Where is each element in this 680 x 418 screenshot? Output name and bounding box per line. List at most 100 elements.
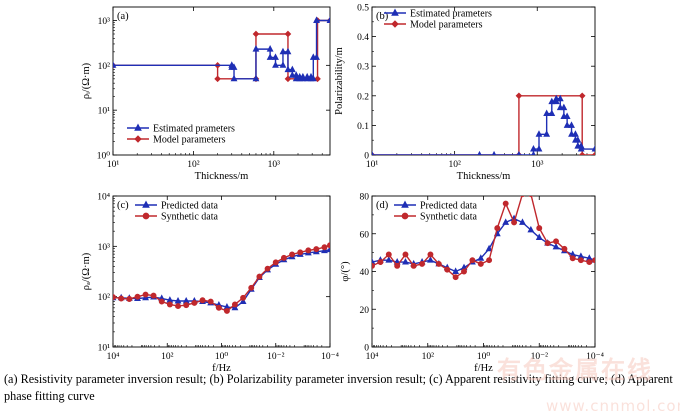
marker-circle bbox=[477, 260, 484, 267]
y-axis-label: Polarizability/m bbox=[334, 47, 345, 115]
y-axis-label: φ/(°) bbox=[340, 261, 351, 282]
marker-triangle bbox=[401, 200, 409, 208]
y-tick-label: 10⁰ bbox=[97, 152, 111, 162]
marker-circle bbox=[231, 301, 238, 308]
y-tick-label: 80 bbox=[360, 193, 370, 203]
marker-triangle bbox=[166, 296, 174, 303]
y-tick-label: 10⁴ bbox=[97, 193, 111, 203]
legend-label: Synthetic data bbox=[161, 212, 218, 223]
y-tick-label: 0.5 bbox=[357, 4, 369, 14]
marker-triangle bbox=[477, 150, 482, 155]
x-tick-label: 10⁻⁴ bbox=[586, 352, 605, 362]
series-group bbox=[372, 92, 595, 155]
marker-circle bbox=[297, 249, 304, 256]
marker-circle bbox=[586, 259, 593, 266]
marker-triangle bbox=[556, 94, 564, 102]
marker-circle bbox=[553, 238, 560, 245]
y-tick-label: 20 bbox=[360, 306, 370, 316]
series-line-1 bbox=[113, 19, 330, 80]
x-tick-label: 10⁴ bbox=[366, 352, 380, 362]
series-group bbox=[113, 242, 330, 314]
marker-diamond bbox=[591, 151, 595, 155]
marker-diamond bbox=[284, 30, 292, 38]
marker-triangle bbox=[326, 16, 330, 23]
plot-frame bbox=[371, 6, 596, 156]
marker-circle bbox=[207, 298, 214, 305]
marker-triangle bbox=[452, 267, 460, 274]
y-tick-label: 0.2 bbox=[357, 92, 369, 102]
marker-triangle bbox=[552, 94, 560, 102]
y-tick-label: 10³ bbox=[98, 17, 111, 27]
legend-label: Predicted data bbox=[161, 201, 218, 212]
marker-circle bbox=[394, 262, 401, 269]
marker-circle bbox=[435, 260, 442, 267]
marker-diamond bbox=[578, 92, 586, 100]
marker-circle bbox=[256, 273, 263, 280]
x-tick-label: 10⁻² bbox=[267, 352, 285, 362]
legend-label: Model parameters bbox=[410, 20, 483, 31]
marker-triangle bbox=[391, 8, 399, 16]
y-tick-label: 10² bbox=[98, 62, 111, 72]
series-line-1 bbox=[372, 196, 595, 279]
y-tick-label: 60 bbox=[360, 230, 370, 240]
marker-circle bbox=[158, 298, 165, 305]
panel-label: (d) bbox=[376, 200, 389, 211]
marker-triangle bbox=[535, 233, 543, 240]
marker-circle bbox=[289, 251, 296, 258]
x-tick-label: 10³ bbox=[531, 160, 544, 170]
y-tick-label: 0 bbox=[364, 152, 369, 162]
marker-triangle bbox=[284, 47, 292, 55]
marker-circle bbox=[175, 303, 182, 310]
marker-triangle bbox=[568, 121, 575, 128]
marker-triangle bbox=[272, 53, 279, 60]
marker-circle bbox=[402, 251, 409, 258]
marker-circle bbox=[113, 294, 116, 301]
series-line-0 bbox=[113, 248, 330, 309]
marker-circle bbox=[191, 299, 198, 306]
y-tick-label: 10³ bbox=[98, 243, 111, 253]
y-tick-label: 0.4 bbox=[357, 33, 369, 43]
marker-triangle bbox=[563, 121, 571, 128]
figure-caption: (a) Resistivity parameter inversion resu… bbox=[4, 372, 673, 403]
x-tick-label: 10³ bbox=[268, 160, 281, 170]
series-line-0 bbox=[113, 19, 330, 80]
legend-label: Predicted data bbox=[420, 201, 477, 212]
marker-circle bbox=[166, 301, 173, 308]
marker-triangle bbox=[313, 53, 320, 60]
marker-circle bbox=[385, 251, 392, 258]
marker-triangle bbox=[519, 218, 526, 225]
y-axis-label: ρᵢ/(Ω·m) bbox=[81, 62, 92, 99]
marker-triangle bbox=[266, 45, 274, 52]
marker-circle bbox=[305, 247, 312, 254]
legend-label: Synthetic data bbox=[420, 212, 477, 223]
marker-triangle bbox=[372, 150, 375, 155]
marker-circle bbox=[528, 196, 534, 198]
marker-triangle bbox=[385, 256, 393, 263]
marker-triangle bbox=[174, 296, 182, 304]
x-tick-label: 10¹ bbox=[366, 160, 379, 170]
x-tick-label: 10² bbox=[422, 352, 435, 362]
marker-circle bbox=[223, 307, 230, 314]
marker-triangle bbox=[502, 218, 510, 225]
marker-triangle bbox=[535, 145, 543, 152]
x-tick-label: 10² bbox=[161, 352, 174, 362]
legend-label: Estimated prameters bbox=[410, 9, 492, 20]
y-tick-label: 10² bbox=[98, 293, 111, 303]
marker-triangle bbox=[530, 145, 537, 152]
y-axis-label: ρₐ/(Ω·m) bbox=[81, 252, 92, 290]
marker-circle bbox=[419, 260, 426, 267]
marker-diamond bbox=[578, 151, 586, 155]
marker-circle bbox=[142, 212, 150, 220]
marker-circle bbox=[461, 268, 467, 275]
marker-triangle bbox=[548, 109, 556, 117]
marker-triangle bbox=[134, 123, 142, 131]
marker-circle bbox=[199, 297, 206, 304]
x-tick-label: 10⁻⁴ bbox=[321, 352, 340, 362]
marker-circle bbox=[280, 254, 287, 261]
marker-triangle bbox=[272, 61, 279, 68]
panel-d: 0 20 40 60 80 10⁴ 10² 10⁰ 10⁻² 10⁻⁴ f/Hz φ/(°) (d) Pr… bbox=[340, 193, 605, 375]
marker-circle bbox=[321, 244, 328, 251]
marker-circle bbox=[502, 200, 509, 207]
marker-triangle bbox=[591, 145, 595, 152]
marker-circle bbox=[401, 212, 409, 220]
